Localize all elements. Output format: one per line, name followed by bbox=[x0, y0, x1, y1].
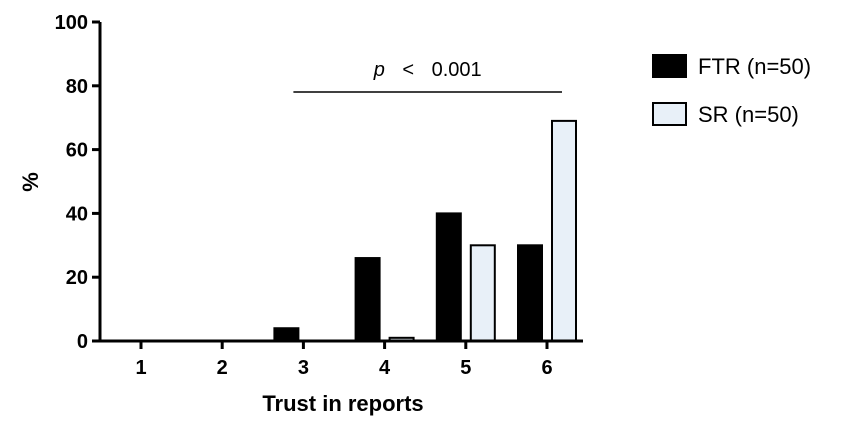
significance-label: p < 0.001 bbox=[373, 59, 482, 81]
legend-swatch-ftr bbox=[652, 54, 687, 78]
legend-label-sr: SR (n=50) bbox=[698, 102, 799, 127]
y-tick-label: 0 bbox=[77, 331, 88, 353]
x-tick-label: 2 bbox=[217, 357, 228, 379]
x-tick-label: 6 bbox=[541, 357, 552, 379]
x-tick-label: 5 bbox=[460, 357, 471, 379]
y-axis-title: % bbox=[18, 172, 43, 192]
y-tick-label: 40 bbox=[66, 203, 88, 225]
x-tick-label: 3 bbox=[298, 357, 309, 379]
y-axis-ticks: 0 20 40 60 80 100 bbox=[55, 12, 100, 353]
p-comparator: < bbox=[402, 59, 414, 81]
bar-sr-6 bbox=[551, 119, 577, 342]
bar-ftr-5 bbox=[435, 212, 462, 342]
bar-sr-5 bbox=[469, 244, 496, 342]
x-tick-label: 1 bbox=[135, 357, 146, 379]
legend-label-ftr: FTR (n=50) bbox=[698, 54, 811, 79]
bar-ftr-6 bbox=[517, 244, 543, 342]
x-axis-title: Trust in reports bbox=[262, 391, 423, 416]
bar-ftr-3 bbox=[273, 327, 300, 342]
significance-annotation: p < 0.001 bbox=[293, 59, 562, 93]
y-tick-label: 20 bbox=[66, 267, 88, 289]
x-axis-ticks: 1 2 3 4 5 6 bbox=[135, 341, 553, 379]
y-tick-label: 80 bbox=[66, 76, 88, 98]
bar-ftr-4 bbox=[354, 257, 381, 342]
y-tick-label: 60 bbox=[66, 140, 88, 162]
plot-area bbox=[273, 119, 577, 342]
p-value: 0.001 bbox=[432, 59, 482, 81]
x-tick-label: 4 bbox=[379, 357, 391, 379]
legend-swatch-sr bbox=[652, 102, 687, 126]
legend: FTR (n=50) SR (n=50) bbox=[652, 54, 811, 127]
y-tick-label: 100 bbox=[55, 12, 88, 34]
p-symbol: p bbox=[373, 59, 385, 81]
